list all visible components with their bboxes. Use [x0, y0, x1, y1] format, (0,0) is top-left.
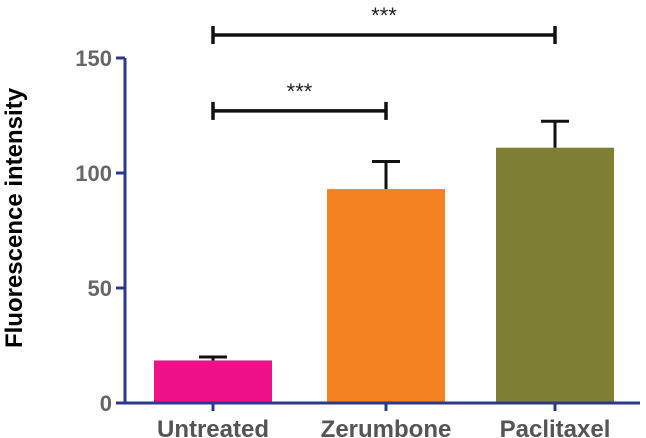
significance-label: ***: [371, 3, 397, 28]
y-axis-title: Fluorescence intensity: [1, 87, 28, 348]
significance-bracket: ***: [211, 3, 557, 44]
axes: 0 50 100 150 Untreated Zerumbone Paclitaxel: [75, 46, 640, 438]
y-tick-label: 50: [88, 276, 112, 301]
bar-zerumbone: [327, 189, 445, 402]
bar-untreated: [154, 360, 272, 402]
y-tick-label: 150: [75, 46, 112, 71]
y-tick-label: 0: [100, 391, 112, 416]
significance-bracket: ***: [211, 79, 388, 120]
bar-paclitaxel: [496, 147, 614, 402]
significance-brackets: *** ***: [211, 3, 557, 120]
significance-label: ***: [287, 79, 313, 104]
error-bars: [199, 119, 569, 361]
x-tick-label-zerumbone: Zerumbone: [321, 416, 452, 438]
y-tick-label: 100: [75, 161, 112, 186]
bars: [154, 147, 614, 402]
x-tick-label-paclitaxel: Paclitaxel: [500, 416, 611, 438]
x-tick-label-untreated: Untreated: [157, 416, 269, 438]
